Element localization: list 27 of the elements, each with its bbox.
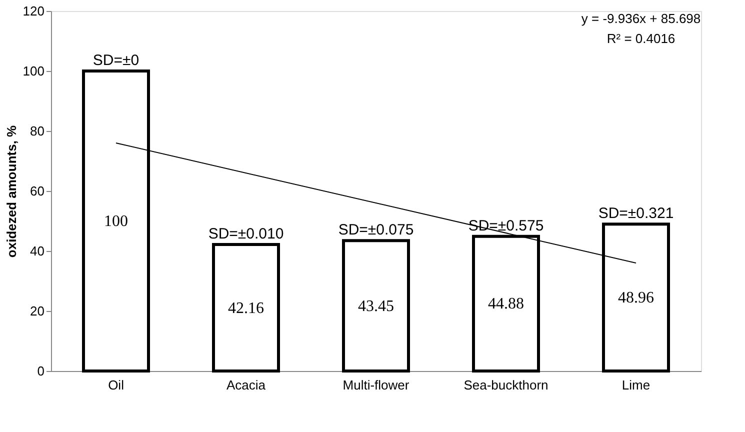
- x-tick-label: Acacia: [226, 378, 266, 392]
- y-tick-label: 40: [30, 244, 44, 258]
- annotation: SD=±0.321: [598, 205, 674, 222]
- y-axis-title: oxidezed amounts, %: [4, 124, 19, 258]
- data-label: 48.96: [618, 290, 654, 307]
- x-tick-label: Sea-buckthorn: [464, 378, 548, 392]
- data-label: 43.45: [358, 298, 394, 315]
- bar: [212, 243, 280, 372]
- x-tick-label: Oil: [108, 378, 124, 392]
- annotation: R² = 0.4016: [606, 31, 676, 46]
- annotation: SD=±0.575: [468, 217, 544, 234]
- y-tick-label: 100: [22, 64, 44, 78]
- data-label: 100: [104, 213, 128, 230]
- y-tick-label: 60: [30, 184, 44, 198]
- bar: [342, 239, 410, 372]
- data-label: 42.16: [228, 300, 264, 317]
- y-tick-label: 20: [30, 304, 44, 318]
- y-tick-label: 80: [30, 124, 44, 138]
- annotation: y = -9.936x + 85.698: [581, 11, 701, 26]
- annotation: SD=±0.010: [208, 226, 284, 243]
- y-tick-label: 0: [37, 364, 44, 378]
- annotation: SD=±0: [92, 52, 140, 69]
- x-tick-label: Multi-flower: [342, 378, 410, 392]
- x-tick-label: Lime: [622, 378, 650, 392]
- y-tick-label: 120: [22, 4, 44, 18]
- annotation: SD=±0.075: [338, 222, 414, 239]
- data-label: 44.88: [488, 296, 524, 313]
